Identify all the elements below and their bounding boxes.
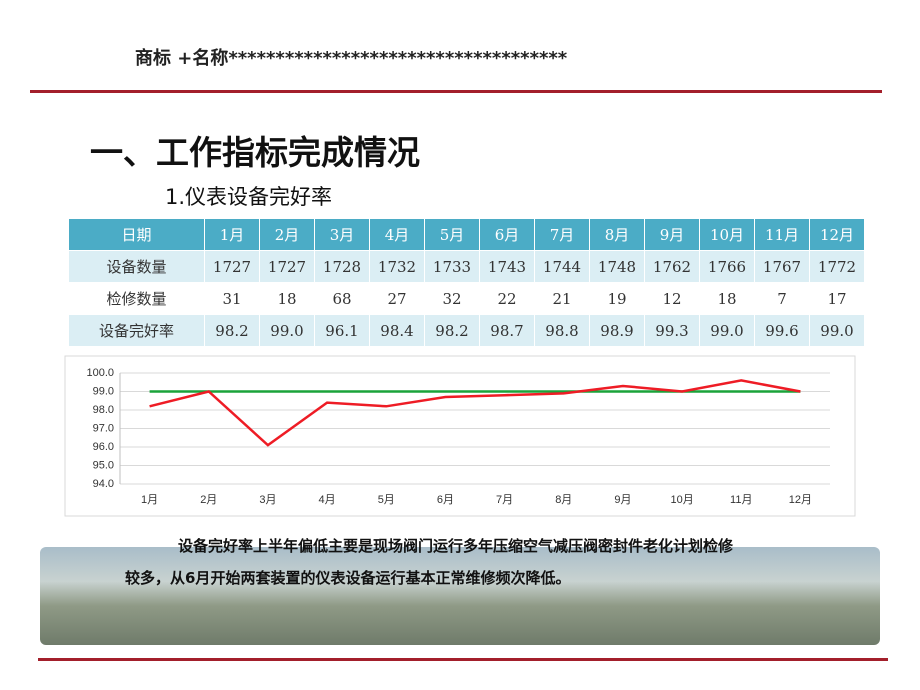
table-cell: 日期 <box>68 218 205 251</box>
table-cell: 98.9 <box>589 314 645 347</box>
x-tick-label: 1月 <box>141 494 158 506</box>
divider <box>30 90 882 93</box>
x-tick-label: 2月 <box>200 494 217 506</box>
table-cell: 98.8 <box>534 314 590 347</box>
table-cell: 96.1 <box>314 314 370 347</box>
paragraph-line: 较多，从6月开始两套装置的仪表设备运行基本正常维修频次降低。 <box>125 569 571 587</box>
x-tick-label: 3月 <box>259 494 276 506</box>
table-cell: 5月 <box>424 218 480 251</box>
table-cell: 1727 <box>259 250 315 283</box>
x-tick-label: 11月 <box>730 494 752 506</box>
table-cell: 9月 <box>644 218 700 251</box>
subtitle: 1.仪表设备完好率 <box>165 185 333 209</box>
table-cell: 99.0 <box>699 314 755 347</box>
table-cell: 99.6 <box>754 314 810 347</box>
y-tick-label: 99.0 <box>93 385 114 397</box>
table-cell: 1732 <box>369 250 425 283</box>
y-tick-label: 100.0 <box>86 367 114 379</box>
divider <box>38 658 888 661</box>
table-cell: 11月 <box>754 218 810 251</box>
table-cell: 设备完好率 <box>68 314 205 347</box>
table-cell: 12 <box>644 282 700 315</box>
section-title: 一、工作指标完成情况 <box>90 133 420 172</box>
table-cell: 1744 <box>534 250 590 283</box>
table-cell: 1月 <box>204 218 260 251</box>
paragraph-line: 设备完好率上半年偏低主要是现场阀门运行多年压缩空气减压阀密封件老化计划检修 <box>178 537 734 555</box>
table-cell: 98.2 <box>424 314 480 347</box>
data-table: 日期 1月 2月 3月 4月 5月 6月 7月 8月 9月 10月 11月 12月 设备数量 1727 172… <box>68 218 865 347</box>
x-tick-label: 8月 <box>555 494 572 506</box>
table-cell: 27 <box>369 282 425 315</box>
table-cell: 1748 <box>589 250 645 283</box>
table-cell: 7 <box>754 282 810 315</box>
y-tick-label: 98.0 <box>93 404 114 416</box>
x-tick-label: 10月 <box>670 494 693 506</box>
table-cell: 2月 <box>259 218 315 251</box>
table-cell: 1733 <box>424 250 480 283</box>
y-tick-label: 96.0 <box>93 441 114 453</box>
table-cell: 1743 <box>479 250 535 283</box>
table-cell: 98.7 <box>479 314 535 347</box>
x-tick-label: 9月 <box>614 494 631 506</box>
y-tick-label: 95.0 <box>93 459 114 471</box>
table-cell: 6月 <box>479 218 535 251</box>
table-cell: 21 <box>534 282 590 315</box>
table-row: 设备完好率 98.2 99.0 96.1 98.4 98.2 98.7 98.8 98.9 99.… <box>68 314 865 347</box>
table-cell: 12月 <box>809 218 865 251</box>
x-tick-label: 4月 <box>319 494 336 506</box>
y-tick-label: 97.0 <box>93 422 114 434</box>
table-cell: 19 <box>589 282 645 315</box>
table-cell: 4月 <box>369 218 425 251</box>
table-cell: 31 <box>204 282 260 315</box>
table-cell: 1767 <box>754 250 810 283</box>
x-tick-label: 6月 <box>437 494 454 506</box>
data-line <box>149 379 801 447</box>
table-row: 日期 1月 2月 3月 4月 5月 6月 7月 8月 9月 10月 11月 12月 <box>68 218 865 251</box>
table-cell: 99.0 <box>809 314 865 347</box>
table-cell: 1766 <box>699 250 755 283</box>
table-cell: 32 <box>424 282 480 315</box>
chart-frame <box>64 355 856 517</box>
x-tick-label: 7月 <box>496 494 513 506</box>
table-cell: 99.3 <box>644 314 700 347</box>
y-tick-label: 94.0 <box>93 478 114 490</box>
table-cell: 设备数量 <box>68 250 205 283</box>
header-title: 商标 +名称**********************************… <box>135 48 568 69</box>
table-cell: 1762 <box>644 250 700 283</box>
table-cell: 98.2 <box>204 314 260 347</box>
x-tick-label: 12月 <box>789 494 812 506</box>
table-cell: 1728 <box>314 250 370 283</box>
x-tick-label: 5月 <box>378 494 395 506</box>
table-cell: 18 <box>259 282 315 315</box>
table-cell: 98.4 <box>369 314 425 347</box>
table-cell: 10月 <box>699 218 755 251</box>
plant-photo <box>40 547 880 645</box>
chart: 94.0 95.0 96.0 97.0 98.0 99.0 100.0 1月 2月 3月 4月 5月 6… <box>64 355 856 517</box>
table-cell: 1772 <box>809 250 865 283</box>
table-cell: 99.0 <box>259 314 315 347</box>
